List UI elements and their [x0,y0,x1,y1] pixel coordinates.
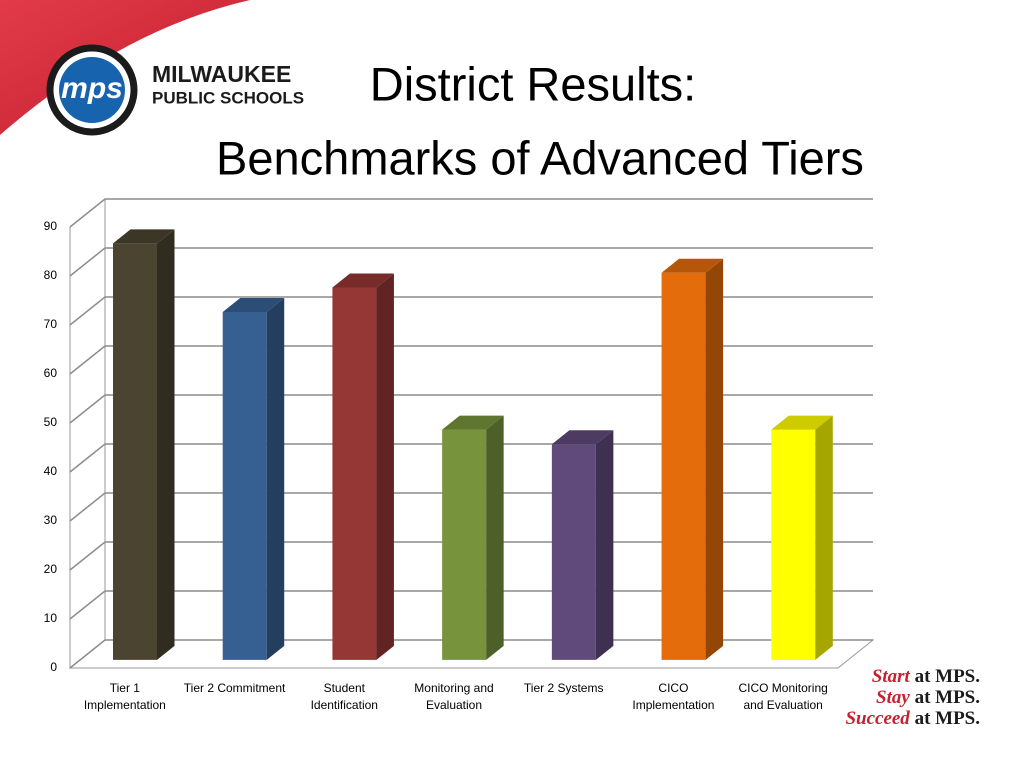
tagline-rest: at MPS. [915,666,980,687]
y-tick-label: 30 [44,513,58,527]
bar [442,415,504,660]
bar [661,258,724,660]
tagline-line: Stay at MPS. [876,687,980,708]
logo-name: PUBLIC SCHOOLS [152,88,304,107]
y-tick-label: 20 [44,562,58,576]
bar-top [551,430,614,445]
red-swoosh [0,0,250,135]
y-tick-label: 0 [50,660,57,674]
y-tick-label: 90 [44,219,58,233]
bar [222,297,285,660]
bar-side [266,297,285,660]
grid-line [69,639,873,669]
grid-line [69,394,873,424]
x-tick-label: Tier 2 Commitment [183,681,286,695]
y-tick-label: 50 [44,415,58,429]
chart-subtitle: Benchmarks of Advanced Tiers [216,131,864,184]
bar [771,415,833,660]
tagline-line: Succeed at MPS. [845,708,980,729]
bar-side [595,430,614,660]
tagline: Start at MPS.Stay at MPS.Succeed at MPS. [845,666,980,729]
bar-top [113,229,175,244]
logo-mark: mps [61,72,123,105]
logo-disc [59,57,125,123]
bar [332,273,394,660]
grid-line [69,296,873,326]
bar-side [815,415,833,660]
bar-top [661,258,724,273]
bar-front [113,243,158,660]
logo-name: MILWAUKEE [152,61,291,87]
grid-line [69,541,873,571]
x-tick-label: Student Identification [310,681,378,712]
grid-line [69,247,873,277]
bar-top [442,415,504,430]
bar [113,229,175,660]
bar-side [376,273,394,660]
grid-line [69,345,873,375]
bar-side [705,258,724,660]
grid-line [69,198,873,228]
bar-front [771,429,816,660]
bar-top [332,273,394,288]
bar-front [661,272,706,660]
bar-side [157,229,175,660]
y-tick-label: 60 [44,366,58,380]
bar-front [442,429,487,660]
y-tick-label: 40 [44,464,58,478]
bar-top [771,415,833,430]
tagline-word: Succeed [845,708,910,729]
y-tick-label: 10 [44,611,58,625]
x-tick-label: Tier 1 Implementation [83,681,166,712]
bar-front [222,311,267,660]
x-tick-label: CICO Monitoring and Evaluation [738,681,828,712]
y-tick-label: 80 [44,268,58,282]
x-tick-label: Tier 2 Systems [523,681,604,695]
bar-front [551,444,596,660]
chart-title: District Results: [370,57,696,110]
y-tick-label: 70 [44,317,58,331]
tagline-rest: at MPS. [915,687,980,708]
grid-line [69,590,873,620]
tagline-rest: at MPS. [915,708,980,729]
tagline-word: Stay [876,687,910,708]
bar-front [332,287,377,660]
grid-line [69,492,873,522]
tagline-word: Start [872,666,911,687]
bar [551,430,614,660]
bar-top [222,297,285,312]
x-tick-label: Monitoring and Evaluation [414,681,494,712]
x-tick-label: CICO Implementation [632,681,715,712]
bar-side [486,415,504,660]
tagline-line: Start at MPS. [872,666,980,687]
grid-line [69,443,873,473]
